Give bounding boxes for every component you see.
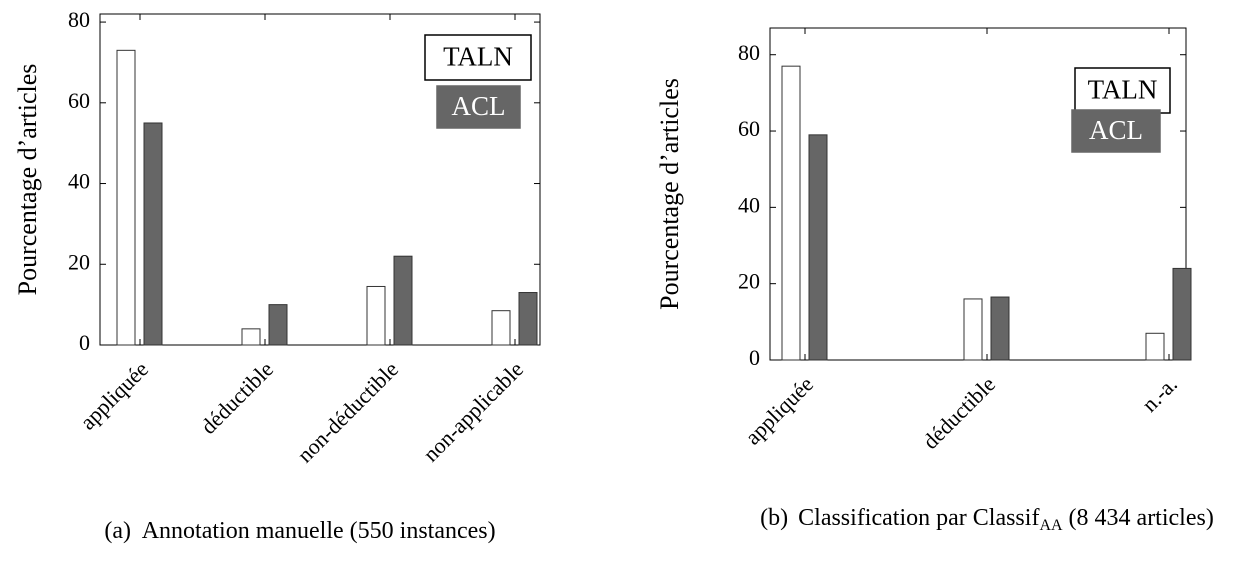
caption-label: (b) (760, 505, 788, 531)
caption-subscript: AA (1039, 517, 1063, 534)
bar (241, 328, 261, 346)
legend-box (1074, 67, 1171, 114)
y-tick-label: 80 (68, 7, 90, 32)
legend-label: TALN (1088, 75, 1158, 105)
y-tick-label: 20 (738, 269, 760, 294)
bar (963, 298, 983, 361)
bar (143, 122, 163, 346)
x-tick-label: déductible (918, 371, 1000, 453)
legend-box (436, 85, 521, 129)
legend-label: ACL (1089, 115, 1143, 145)
bar (268, 304, 288, 346)
y-tick-label: 40 (68, 169, 90, 194)
legend-box (1071, 109, 1161, 153)
y-tick-label: 60 (738, 116, 760, 141)
y-tick-label: 0 (79, 330, 90, 355)
x-tick-label: n.-a. (1137, 371, 1182, 416)
caption: (b) Classification par ClassifAA (8 434 ar… (760, 505, 1214, 534)
legend-box (424, 34, 532, 81)
bar (518, 292, 538, 346)
bar (116, 49, 136, 346)
y-axis-label: Pourcentage d’articles (655, 78, 684, 310)
bar (1172, 267, 1192, 361)
y-tick-label: 60 (68, 88, 90, 113)
x-tick-label: appliquée (740, 371, 818, 449)
x-tick-label: appliquée (75, 356, 153, 434)
bar (491, 310, 511, 346)
caption-suffix: (8 434 articles) (1069, 505, 1214, 531)
y-tick-label: 0 (749, 345, 760, 370)
y-tick-label: 80 (738, 40, 760, 65)
x-tick-label: non-applicable (418, 356, 528, 466)
bar (781, 65, 801, 361)
x-tick-label: déductible (196, 356, 278, 438)
legend-label: ACL (452, 91, 506, 121)
caption-text: Classification par Classif (798, 505, 1039, 531)
legend-label: TALN (443, 42, 513, 72)
bar (990, 296, 1010, 361)
y-axis-label: Pourcentage d’articles (13, 64, 42, 296)
plot-frame (99, 13, 541, 346)
bar (808, 134, 828, 361)
bar (1145, 332, 1165, 361)
bar (393, 255, 413, 346)
caption: (a) Annotation manuelle (550 instances) (104, 518, 495, 544)
y-tick-label: 40 (738, 192, 760, 217)
bar (366, 285, 386, 346)
x-tick-label: non-déductible (292, 356, 403, 467)
y-tick-label: 20 (68, 249, 90, 274)
